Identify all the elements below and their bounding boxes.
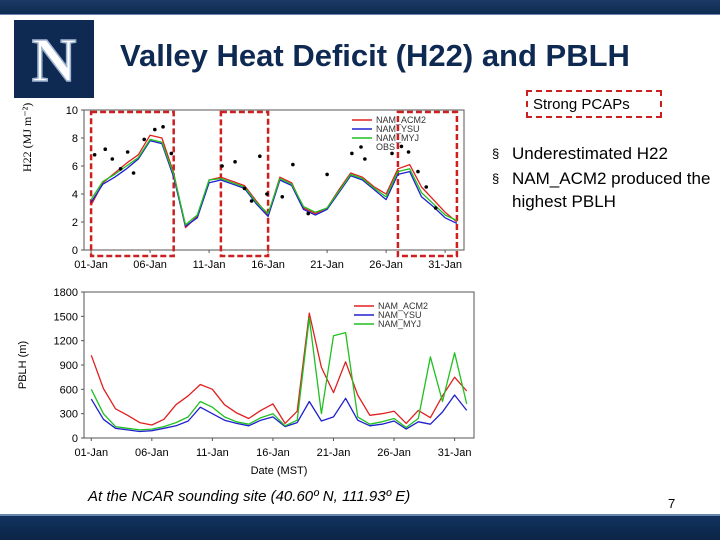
pcap-label: Strong PCAPs	[533, 96, 630, 113]
bullet-marker-icon: §	[492, 146, 500, 161]
series-line-nam_myj	[90, 317, 468, 431]
obs-point	[390, 151, 394, 156]
y-tick-label: 2	[72, 217, 78, 229]
footer-note: At the NCAR sounding site (40.60º N, 111…	[88, 488, 411, 505]
bullet-text: NAM_ACM2 produced the highest PBLH	[512, 169, 711, 211]
pcap-highlight-box	[526, 90, 662, 118]
obs-point	[103, 147, 108, 151]
y-tick-label: 900	[60, 360, 78, 372]
plot-frame	[83, 109, 465, 251]
bottom-bar	[0, 516, 720, 540]
y-tick-label: 600	[60, 384, 78, 396]
y-tick-label: 8	[72, 133, 78, 145]
obs-point	[325, 172, 329, 177]
obs-point	[280, 195, 285, 199]
bullet-list: § Underestimated H22 § NAM_ACM2 produced t…	[492, 142, 716, 215]
obs-point	[416, 169, 420, 174]
x-tick-label: 31-Jan	[428, 259, 462, 271]
x-tick-label: 16-Jan	[256, 447, 290, 459]
x-tick-label: 26-Jan	[369, 259, 403, 271]
pcap-period-box	[89, 110, 175, 258]
page-number: 7	[668, 496, 676, 511]
h22-chart: 0 2 4 6 8 10 01-Jan 06-Jan 11-Jan 16-Jan 21-Jan 26-…	[66, 105, 465, 271]
x-tick-label: 11-Jan	[193, 259, 226, 271]
bullet-item: § Underestimated H22	[492, 142, 716, 165]
legend-label: NAM_MYJ	[376, 133, 419, 143]
pcap-period-box	[219, 110, 270, 258]
obs-point	[306, 211, 311, 216]
obs-point	[220, 164, 224, 168]
x-tick-label: 21-Jan	[310, 259, 344, 271]
x-tick-label: 01-Jan	[74, 447, 108, 459]
series-line-nam_myj	[90, 138, 458, 226]
bottom-divider	[0, 514, 720, 516]
logo-letter: N	[32, 27, 77, 95]
series-line-nam_ysu	[90, 394, 468, 433]
obs-point	[424, 185, 429, 189]
y-tick-label: 1500	[54, 311, 78, 323]
y-tick-label: 4	[72, 189, 78, 201]
x-tick-label: 21-Jan	[317, 447, 351, 459]
x-tick-label: 11-Jan	[196, 447, 229, 459]
y-tick-label: 6	[72, 161, 78, 173]
obs-point	[233, 160, 237, 164]
x-tick-label: 06-Jan	[135, 447, 169, 459]
obs-point	[258, 154, 262, 158]
obs-point	[265, 192, 269, 196]
top-chart-ylabel: H22 (MJ m⁻²)	[20, 102, 34, 172]
y-tick-label: 0	[72, 245, 78, 257]
legend-marker	[359, 145, 363, 149]
obs-point	[406, 150, 411, 154]
legend-label: NAM_MYJ	[378, 319, 421, 329]
x-tick-label: 01-Jan	[74, 259, 108, 271]
x-tick-label: 06-Jan	[133, 259, 167, 271]
legend-label: NAM_YSU	[376, 124, 420, 134]
obs-point	[142, 137, 146, 142]
legend-label: NAM_ACM2	[378, 301, 428, 311]
slide-title: Valley Heat Deficit (H22) and PBLH	[120, 38, 630, 73]
obs-point	[118, 167, 123, 171]
x-axis-label: Date (MST)	[251, 465, 308, 477]
y-tick-label: 1200	[54, 336, 78, 348]
legend-label: NAM_YSU	[378, 310, 422, 320]
university-logo: N	[14, 20, 94, 98]
x-tick-label: 16-Jan	[251, 259, 285, 271]
obs-point	[110, 157, 115, 161]
obs-point	[131, 171, 136, 175]
obs-point	[399, 144, 404, 149]
obs-point	[169, 151, 174, 156]
obs-point	[153, 127, 157, 132]
series-line-nam_ysu	[90, 140, 458, 227]
obs-point	[125, 150, 130, 154]
legend-label: NAM_ACM2	[376, 115, 426, 125]
legend-label: OBS	[376, 142, 395, 152]
y-tick-label: 1800	[54, 287, 78, 299]
top-bar	[0, 0, 720, 14]
obs-point	[92, 153, 97, 157]
y-axis-label: PBLH (m)	[17, 341, 29, 389]
bullet-text: Underestimated H22	[512, 144, 668, 163]
obs-point	[433, 206, 438, 210]
x-tick-label: 26-Jan	[377, 447, 411, 459]
top-divider	[0, 14, 720, 15]
obs-point	[249, 199, 254, 203]
y-tick-label: 0	[72, 433, 78, 445]
y-tick-label: 300	[60, 409, 78, 421]
pblh-chart: 0 300 600 900 1200 1500 1800 01-Jan 06-Jan 11-Jan…	[17, 287, 475, 477]
obs-point	[291, 162, 295, 167]
obs-point	[350, 151, 354, 156]
obs-point	[161, 125, 165, 129]
obs-point	[363, 157, 367, 161]
series-line-nam_acm2	[90, 312, 468, 426]
obs-point	[242, 186, 247, 191]
bullet-marker-icon: §	[492, 171, 500, 186]
y-tick-label: 10	[66, 105, 78, 117]
pcap-period-box	[396, 110, 459, 258]
x-tick-label: 31-Jan	[438, 447, 472, 459]
bullet-item: § NAM_ACM2 produced the highest PBLH	[492, 167, 716, 213]
